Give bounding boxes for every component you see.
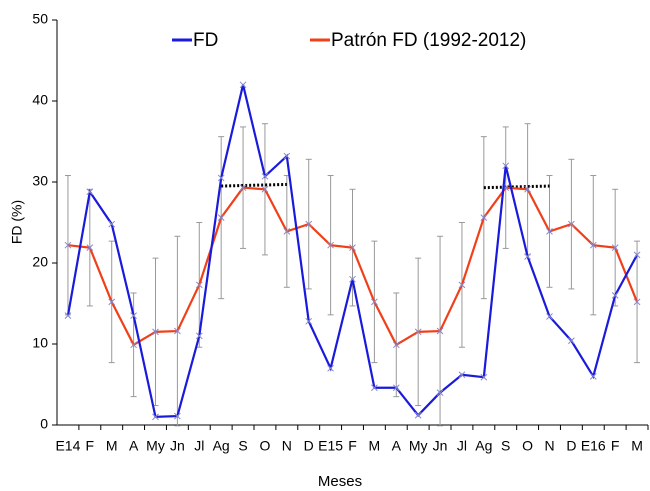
point-marker — [480, 373, 488, 381]
point-marker — [349, 275, 356, 283]
point-marker — [305, 220, 313, 228]
x-tick-label: S — [501, 438, 510, 454]
x-tick-label: N — [544, 438, 554, 454]
point-marker — [239, 184, 247, 192]
point-marker — [108, 298, 116, 306]
point-marker — [458, 371, 466, 379]
x-tick-label: F — [348, 438, 357, 454]
x-tick-label: E15 — [318, 438, 343, 454]
point-marker — [611, 292, 619, 299]
x-tick-label: F — [611, 438, 620, 454]
legend-label: FD — [193, 30, 218, 51]
x-tick-label: S — [238, 438, 247, 454]
point-marker — [414, 411, 422, 419]
point-marker — [633, 251, 641, 259]
x-tick-label: N — [282, 438, 292, 454]
x-axis-label: Meses — [318, 473, 362, 490]
point-marker — [371, 298, 378, 306]
x-tick-label: Jl — [194, 438, 204, 454]
point-marker — [327, 364, 334, 372]
point-marker — [480, 214, 488, 221]
point-marker — [239, 81, 247, 89]
point-marker — [546, 228, 553, 235]
x-tick-label: E16 — [581, 438, 606, 454]
reference-line — [483, 184, 550, 190]
point-marker — [108, 220, 116, 228]
x-tick-label: F — [86, 438, 95, 454]
point-marker — [502, 162, 510, 170]
point-marker — [589, 241, 597, 249]
x-tick-label: A — [129, 438, 139, 454]
point-marker — [611, 244, 619, 251]
point-marker — [349, 244, 356, 251]
point-marker — [217, 214, 225, 221]
point-marker — [283, 228, 291, 235]
point-marker — [392, 384, 400, 392]
point-marker — [174, 327, 181, 335]
reference-line — [221, 182, 287, 188]
point-marker — [195, 332, 203, 340]
y-axis-label: FD (%) — [9, 200, 25, 244]
point-marker — [261, 185, 269, 193]
x-tick-label: M — [106, 438, 118, 454]
x-tick-label: M — [631, 438, 643, 454]
x-tick-label: M — [369, 438, 381, 454]
point-marker — [633, 298, 641, 306]
point-marker — [392, 341, 400, 349]
y-tick-label: 10 — [32, 335, 48, 351]
point-marker — [305, 317, 313, 325]
point-marker — [86, 188, 94, 196]
y-tick-label: 50 — [32, 11, 48, 27]
point-marker — [436, 389, 444, 396]
point-marker — [152, 413, 159, 421]
x-tick-label: D — [304, 438, 314, 454]
point-marker — [217, 174, 225, 182]
x-tick-label: Ag — [213, 438, 230, 454]
point-marker — [64, 241, 72, 249]
x-tick-label: Jl — [457, 438, 467, 454]
point-marker — [524, 185, 531, 193]
point-marker — [568, 337, 575, 345]
point-marker — [64, 312, 72, 320]
x-tick-label: D — [566, 438, 576, 454]
point-marker — [130, 312, 137, 320]
y-tick-label: 20 — [32, 254, 48, 270]
x-tick-label: O — [259, 438, 270, 454]
x-tick-label: A — [392, 438, 402, 454]
point-marker — [436, 327, 444, 335]
x-tick-label: Jn — [170, 438, 185, 454]
legend-label: Patrón FD (1992-2012) — [331, 30, 526, 51]
point-marker — [195, 281, 203, 289]
y-tick-label: 0 — [40, 416, 48, 432]
point-marker — [174, 412, 181, 420]
x-tick-label: O — [522, 438, 533, 454]
x-tick-label: My — [146, 438, 165, 454]
x-tick-label: My — [409, 438, 428, 454]
point-marker — [414, 328, 422, 336]
point-marker — [86, 244, 94, 251]
point-marker — [152, 328, 159, 336]
point-marker — [371, 384, 378, 392]
point-marker — [458, 281, 466, 289]
y-tick-label: 40 — [32, 92, 48, 108]
x-tick-label: E14 — [55, 438, 80, 454]
point-marker — [327, 241, 334, 249]
x-tick-label: Jn — [433, 438, 448, 454]
point-marker — [524, 253, 531, 260]
point-marker — [568, 220, 575, 228]
point-marker — [261, 172, 269, 180]
point-marker — [283, 152, 291, 160]
y-tick-label: 30 — [32, 173, 48, 189]
point-marker — [589, 373, 597, 380]
point-marker — [130, 341, 137, 349]
x-tick-label: Ag — [475, 438, 492, 454]
point-marker — [546, 313, 553, 320]
